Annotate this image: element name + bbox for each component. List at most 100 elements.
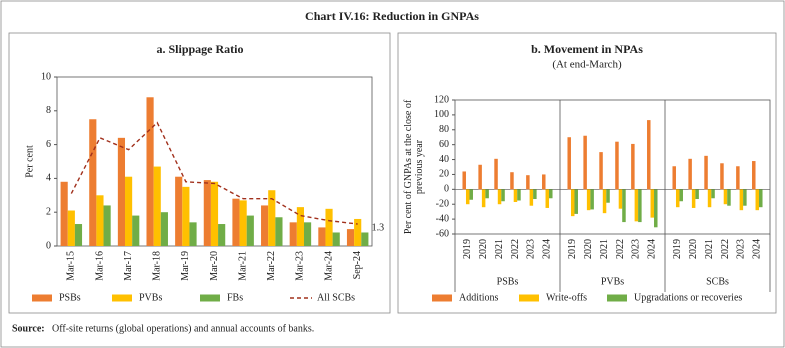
bar bbox=[599, 152, 603, 190]
legend-label: Upgradations or recoveries bbox=[634, 292, 742, 303]
bar bbox=[672, 166, 676, 190]
source-text: Off-site returns (global operations) and… bbox=[52, 323, 314, 334]
figure-title: Chart IV.16: Reduction in GNPAs bbox=[305, 9, 479, 23]
bar bbox=[570, 189, 575, 217]
bar bbox=[590, 189, 594, 210]
bar bbox=[289, 222, 297, 246]
x-tick-label: Mar-23 bbox=[295, 251, 306, 281]
y-axis-label: previous year bbox=[414, 139, 425, 194]
bar bbox=[346, 229, 355, 246]
bar bbox=[529, 189, 534, 206]
bar bbox=[89, 119, 97, 246]
y-tick-label: 0 bbox=[444, 184, 449, 195]
bar bbox=[583, 135, 587, 190]
x-tick-label: 2022 bbox=[720, 239, 731, 259]
x-tick-label: 2024 bbox=[752, 239, 763, 259]
x-tick-label: 2024 bbox=[647, 239, 658, 259]
x-tick-label: Mar-15 bbox=[66, 251, 77, 281]
x-tick-label: Sep-24 bbox=[352, 251, 363, 279]
bar bbox=[462, 171, 466, 190]
y-tick-label: 60 bbox=[439, 139, 449, 150]
bar bbox=[574, 189, 578, 214]
bar bbox=[567, 137, 571, 190]
bar bbox=[246, 215, 254, 246]
y-tick-label: 80 bbox=[439, 124, 449, 135]
bar bbox=[510, 172, 514, 190]
bar bbox=[602, 189, 607, 214]
bar bbox=[704, 155, 708, 190]
bar bbox=[647, 120, 651, 190]
bar bbox=[615, 141, 619, 190]
source-label: Source: bbox=[12, 323, 45, 334]
x-tick-label: 2023 bbox=[736, 239, 747, 259]
x-tick-label: 2023 bbox=[631, 239, 642, 259]
bar bbox=[325, 208, 333, 246]
x-tick-label: Mar-22 bbox=[266, 251, 277, 281]
bar bbox=[497, 189, 502, 205]
bar bbox=[517, 189, 521, 201]
bar bbox=[759, 189, 763, 208]
bar bbox=[117, 137, 126, 246]
bar bbox=[465, 189, 470, 205]
x-tick-label: Mar-20 bbox=[209, 251, 220, 281]
bar bbox=[481, 189, 486, 208]
x-tick-label: 2023 bbox=[526, 239, 537, 259]
bar bbox=[606, 189, 610, 203]
y-tick-label: 40 bbox=[439, 154, 449, 165]
x-tick-label: Mar-16 bbox=[94, 251, 105, 281]
y-tick-label: 0 bbox=[46, 240, 51, 251]
y-axis-label: Per cent of GNPAs at the close of bbox=[403, 99, 414, 234]
bar bbox=[261, 205, 269, 246]
y-tick-label: 2 bbox=[46, 206, 51, 217]
data-label: 1.3 bbox=[372, 222, 385, 233]
x-tick-label: 2021 bbox=[494, 239, 505, 259]
bar bbox=[275, 217, 283, 246]
bar bbox=[494, 158, 498, 190]
bar bbox=[711, 189, 715, 199]
bar bbox=[679, 189, 683, 202]
legend-swatch bbox=[519, 294, 539, 302]
bar bbox=[618, 189, 623, 209]
line bbox=[70, 121, 358, 225]
y-tick-label: 4 bbox=[46, 173, 51, 184]
bar bbox=[533, 189, 537, 200]
bar bbox=[478, 164, 482, 190]
bar bbox=[318, 227, 326, 246]
group-label: PSBs bbox=[497, 276, 519, 287]
bar bbox=[239, 200, 247, 246]
bar bbox=[232, 198, 240, 246]
bar bbox=[752, 161, 756, 190]
bar bbox=[675, 189, 680, 208]
x-tick-label: 2022 bbox=[510, 239, 521, 259]
bar bbox=[332, 232, 340, 246]
bar bbox=[268, 190, 276, 246]
y-tick-label: 100 bbox=[434, 109, 449, 120]
bar bbox=[542, 174, 546, 190]
bar bbox=[96, 195, 104, 246]
x-tick-label: 2019 bbox=[462, 239, 473, 259]
bar bbox=[691, 189, 696, 208]
bar bbox=[549, 189, 553, 199]
y-tick-label: 20 bbox=[439, 169, 449, 180]
x-tick-label: 2019 bbox=[672, 239, 683, 259]
bar bbox=[74, 224, 83, 246]
bar bbox=[361, 232, 369, 246]
bar bbox=[586, 189, 591, 211]
y-tick-label: 120 bbox=[434, 94, 449, 105]
legend-swatch bbox=[32, 294, 52, 302]
bar bbox=[631, 143, 635, 190]
x-tick-label: Mar-18 bbox=[152, 251, 163, 281]
bar bbox=[210, 181, 219, 246]
legend-label: PSBs bbox=[59, 292, 81, 303]
plot-frame bbox=[454, 99, 771, 235]
panel-title: b. Movement in NPAs bbox=[531, 42, 643, 56]
bar bbox=[125, 176, 133, 246]
bar bbox=[634, 189, 639, 222]
bar bbox=[501, 189, 505, 202]
group-label: PVBs bbox=[601, 276, 624, 287]
bar bbox=[720, 163, 724, 190]
bar bbox=[189, 222, 197, 246]
bar bbox=[654, 189, 658, 228]
bar bbox=[736, 166, 740, 190]
